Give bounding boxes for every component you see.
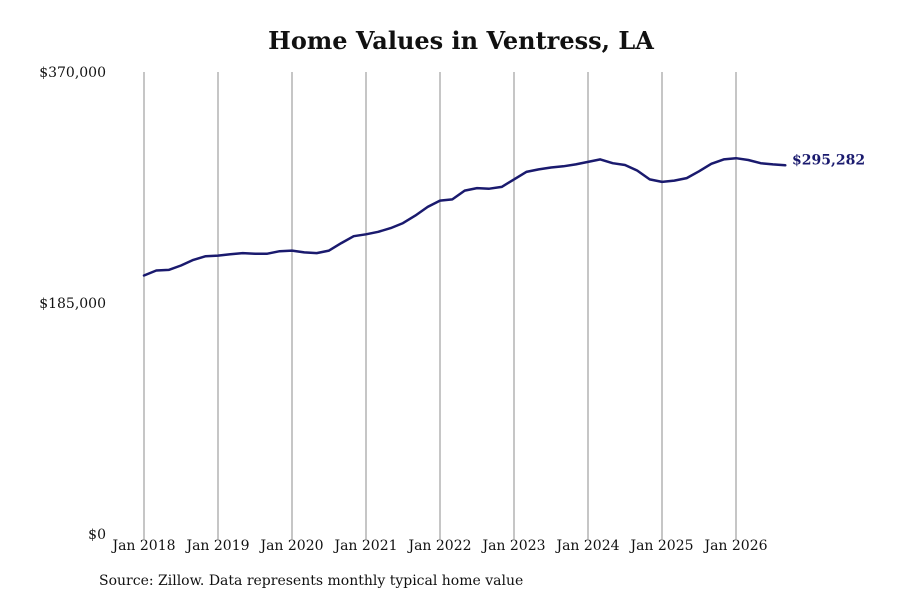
data-point	[155, 269, 157, 271]
data-point	[464, 189, 466, 191]
data-point	[624, 164, 626, 166]
data-point	[772, 163, 774, 165]
data-point	[451, 198, 453, 200]
gridlines	[143, 72, 737, 539]
data-point	[180, 264, 182, 266]
data-point	[784, 164, 786, 166]
data-point	[575, 163, 577, 165]
data-point	[686, 177, 688, 179]
data-point	[501, 186, 503, 188]
data-point	[266, 253, 268, 255]
series-line	[142, 156, 787, 277]
data-point	[143, 274, 145, 276]
data-point	[562, 165, 564, 167]
data-point	[587, 161, 589, 163]
data-point	[365, 233, 367, 235]
y-tick-label: $185,000	[39, 296, 106, 312]
data-point	[525, 171, 527, 173]
data-point	[710, 163, 712, 165]
x-tick-label: Jan 2024	[554, 538, 619, 554]
data-point	[723, 158, 725, 160]
data-point	[550, 166, 552, 168]
y-axis-ticks: $0 $185,000 $370,000	[39, 65, 106, 543]
data-point	[353, 235, 355, 237]
data-point	[279, 250, 281, 252]
data-point	[735, 157, 737, 159]
data-point	[340, 242, 342, 244]
data-point	[328, 249, 330, 251]
data-point	[303, 251, 305, 253]
data-point	[476, 187, 478, 189]
data-point	[513, 178, 515, 180]
data-point	[636, 169, 638, 171]
data-point	[698, 170, 700, 172]
x-tick-label: Jan 2018	[110, 538, 175, 554]
source-note: Source: Zillow. Data represents monthly …	[99, 573, 524, 589]
data-point	[760, 162, 762, 164]
x-axis-ticks: Jan 2018 Jan 2019 Jan 2020 Jan 2021 Jan 2022…	[110, 538, 767, 554]
data-point	[538, 168, 540, 170]
data-point	[229, 253, 231, 255]
data-point	[414, 214, 416, 216]
series-layer	[142, 156, 787, 277]
data-point	[242, 252, 244, 254]
y-tick-label: $0	[88, 527, 106, 543]
data-point	[377, 231, 379, 233]
x-tick-label: Jan 2025	[628, 538, 693, 554]
data-point	[254, 253, 256, 255]
data-point	[612, 162, 614, 164]
data-point	[488, 188, 490, 190]
y-tick-label: $370,000	[39, 65, 106, 81]
data-point	[192, 259, 194, 261]
data-point	[205, 255, 207, 257]
data-point	[217, 254, 219, 256]
data-point	[316, 252, 318, 254]
data-point	[402, 222, 404, 224]
data-point	[439, 199, 441, 201]
data-point	[649, 178, 651, 180]
data-point	[599, 158, 601, 160]
data-point	[427, 206, 429, 208]
chart-title: Home Values in Ventress, LA	[268, 26, 654, 55]
x-tick-label: Jan 2023	[480, 538, 545, 554]
x-tick-label: Jan 2020	[258, 538, 323, 554]
x-tick-label: Jan 2022	[406, 538, 471, 554]
data-point	[291, 249, 293, 251]
data-point	[390, 227, 392, 229]
end-value-label: $295,282	[792, 152, 865, 168]
data-point	[747, 159, 749, 161]
data-point	[673, 179, 675, 181]
data-point	[168, 269, 170, 271]
data-labels: $295,282	[792, 152, 865, 168]
data-point	[661, 181, 663, 183]
x-tick-label: Jan 2019	[184, 538, 249, 554]
x-tick-label: Jan 2026	[702, 538, 767, 554]
x-tick-label: Jan 2021	[332, 538, 397, 554]
